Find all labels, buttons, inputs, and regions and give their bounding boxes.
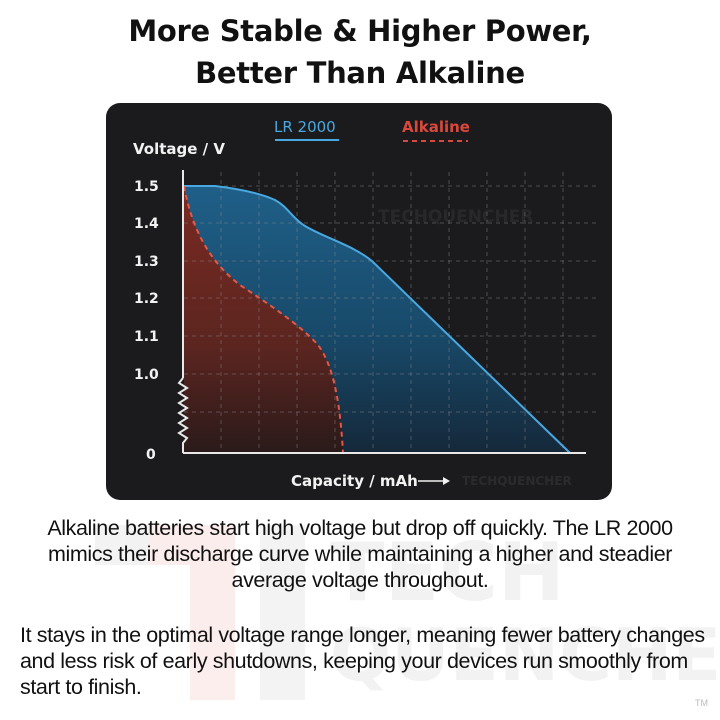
y-tick-1-2: 1.2 bbox=[134, 291, 159, 307]
y-tick-1-5: 1.5 bbox=[134, 179, 159, 195]
y-tick-0: 0 bbox=[146, 447, 156, 463]
lr2000-line bbox=[184, 185, 571, 454]
description-paragraph-1: Alkaline batteries start high voltage bu… bbox=[47, 516, 673, 592]
alkaline-area bbox=[184, 186, 343, 453]
axes bbox=[177, 170, 586, 454]
grid-lines bbox=[184, 172, 600, 453]
page-title: More Stable & Higher Power, Better Than … bbox=[0, 10, 720, 94]
y-tick-1-3: 1.3 bbox=[134, 254, 159, 270]
legend-lr2000-label: LR 2000 bbox=[274, 118, 336, 136]
x-axis-arrow-icon bbox=[418, 477, 450, 485]
description-paragraph-2: It stays in the optimal voltage range lo… bbox=[20, 623, 705, 699]
axis-break-zigzag bbox=[177, 377, 189, 453]
y-tick-1-4: 1.4 bbox=[134, 216, 159, 232]
chart-panel: TECHQUENCHER 1.5 1.4 1.3 1.2 1.1 1.0 0 V… bbox=[106, 103, 612, 500]
y-axis-label: Voltage / V bbox=[133, 140, 225, 158]
title-line-1: More Stable & Higher Power, bbox=[128, 14, 592, 48]
axis-watermark: TECHQUENCHER bbox=[462, 474, 572, 488]
y-tick-1-0: 1.0 bbox=[134, 367, 159, 383]
discharge-chart: TECHQUENCHER 1.5 1.4 1.3 1.2 1.1 1.0 0 V… bbox=[133, 118, 600, 490]
x-axis-label: Capacity / mAh bbox=[291, 472, 418, 490]
trademark-mark: TM bbox=[695, 698, 708, 708]
y-tick-1-1: 1.1 bbox=[134, 329, 159, 345]
title-line-2: Better Than Alkaline bbox=[195, 56, 525, 90]
chart-watermark: TECHQUENCHER bbox=[378, 207, 533, 227]
legend-alkaline-label: Alkaline bbox=[402, 118, 470, 136]
alkaline-line bbox=[183, 185, 344, 454]
